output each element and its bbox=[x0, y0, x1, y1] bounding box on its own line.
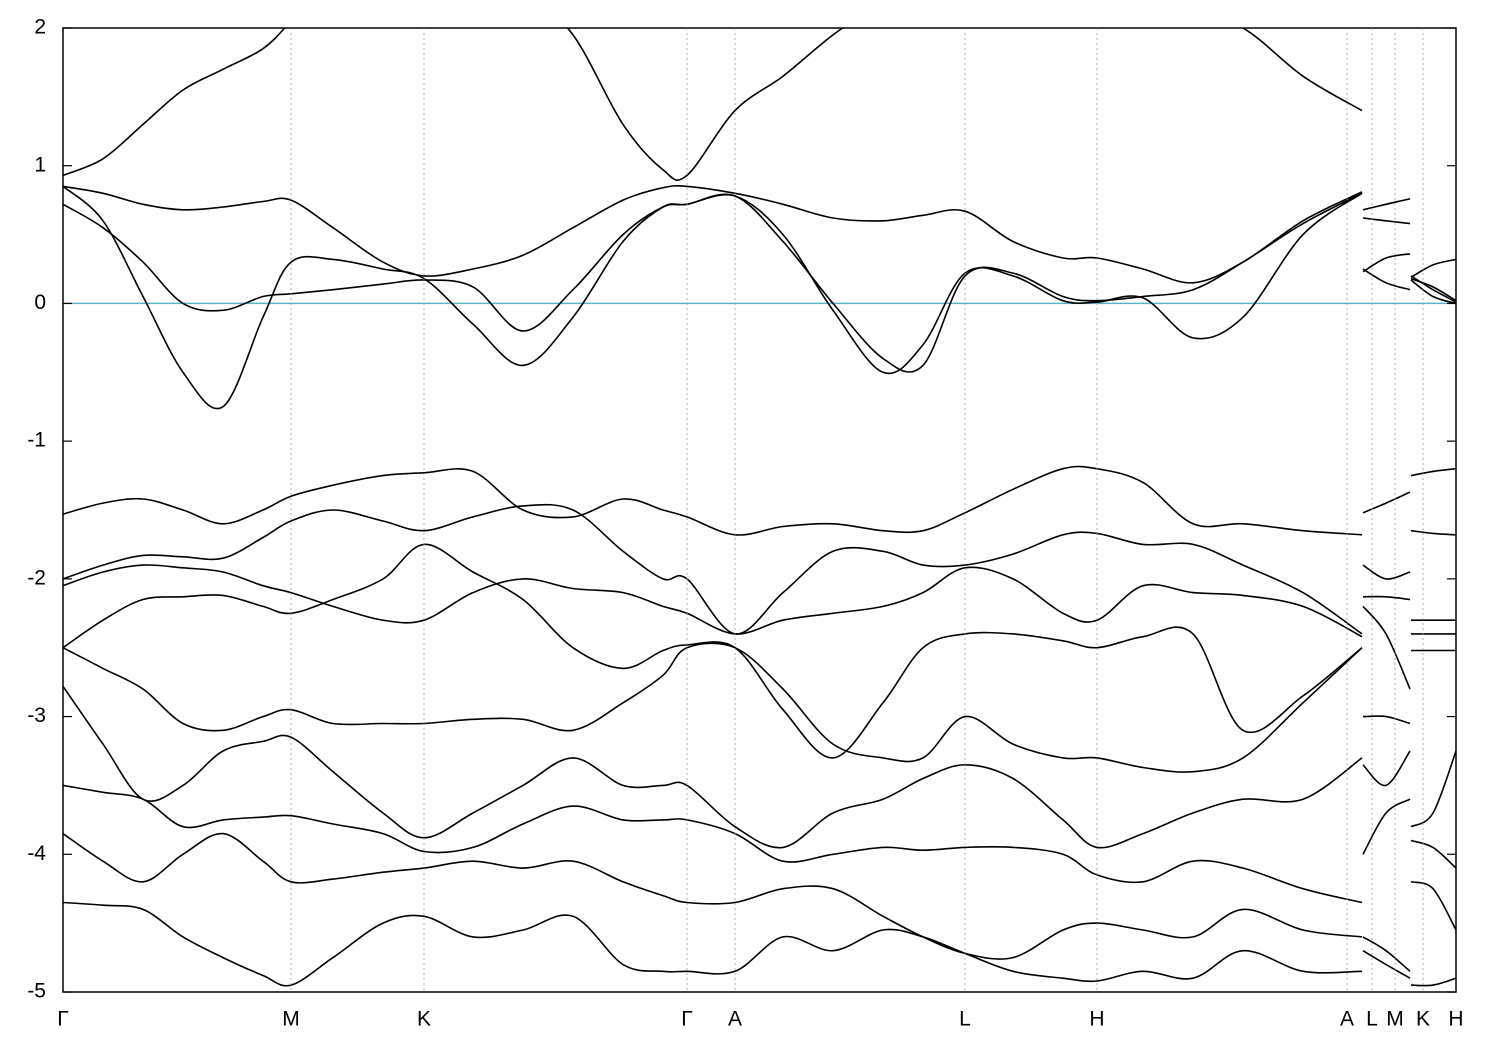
x-tick-label: Γ bbox=[681, 1008, 693, 1031]
plot-frame bbox=[62, 27, 1457, 993]
band-line bbox=[63, 503, 1456, 635]
y-tick-label: -2 bbox=[27, 566, 46, 589]
band-line bbox=[63, 543, 1456, 759]
band-line bbox=[63, 564, 1456, 638]
y-tick-label: 1 bbox=[34, 153, 46, 176]
x-tick-label: A bbox=[728, 1008, 742, 1031]
y-tick-label: 2 bbox=[34, 16, 46, 39]
y-tick-label: -5 bbox=[27, 980, 46, 1003]
band-line bbox=[63, 465, 1456, 536]
y-tick-label: -1 bbox=[27, 429, 46, 452]
band-line bbox=[63, 685, 1456, 849]
band-line bbox=[63, 642, 1456, 773]
band-line bbox=[63, 784, 1456, 904]
x-tick-label: Γ bbox=[57, 1008, 69, 1031]
band-line bbox=[63, 185, 1456, 410]
y-tick-label: -4 bbox=[27, 842, 46, 865]
band-line bbox=[63, 28, 1456, 278]
band-line bbox=[63, 901, 1456, 987]
x-tick-label: A bbox=[1340, 1008, 1354, 1031]
x-tick-label: K bbox=[417, 1008, 431, 1031]
band-line bbox=[63, 192, 1456, 373]
y-tick-label: 0 bbox=[34, 291, 46, 314]
x-tick-label: M bbox=[1386, 1008, 1404, 1031]
band-line bbox=[63, 185, 1456, 302]
x-tick-label: M bbox=[282, 1008, 300, 1031]
x-tick-label: K bbox=[1416, 1008, 1430, 1031]
band-line bbox=[63, 832, 1456, 972]
x-tick-label: L bbox=[959, 1008, 971, 1031]
x-tick-label: H bbox=[1089, 1008, 1104, 1031]
x-tick-label: L bbox=[1366, 1008, 1378, 1031]
bands bbox=[63, 28, 1456, 987]
y-tick-label: -3 bbox=[27, 704, 46, 727]
x-tick-label: H bbox=[1448, 1008, 1463, 1031]
